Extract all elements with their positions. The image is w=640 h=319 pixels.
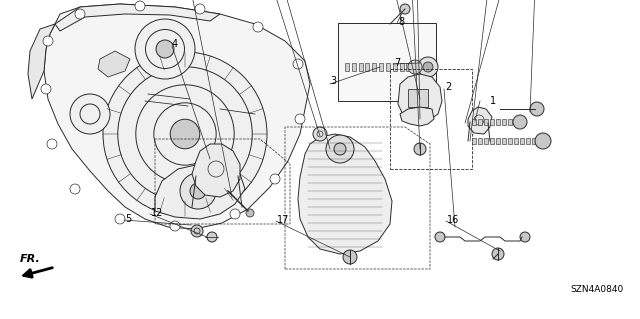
Bar xyxy=(472,119,476,125)
Circle shape xyxy=(253,22,263,32)
Circle shape xyxy=(170,119,200,149)
Text: 7: 7 xyxy=(394,58,400,68)
Bar xyxy=(514,138,518,144)
Polygon shape xyxy=(28,24,55,99)
Circle shape xyxy=(115,214,125,224)
Circle shape xyxy=(191,225,203,237)
Circle shape xyxy=(75,9,85,19)
Bar xyxy=(372,63,376,71)
Circle shape xyxy=(41,84,51,94)
Bar xyxy=(526,138,530,144)
Bar xyxy=(390,69,472,169)
Bar xyxy=(472,138,476,144)
Text: 4: 4 xyxy=(172,39,178,49)
Bar xyxy=(514,119,518,125)
Bar xyxy=(478,119,482,125)
Bar xyxy=(484,138,488,144)
Circle shape xyxy=(313,127,327,141)
Circle shape xyxy=(230,209,240,219)
Polygon shape xyxy=(298,134,392,254)
Text: SZN4A0840: SZN4A0840 xyxy=(570,285,623,293)
Circle shape xyxy=(535,133,551,149)
Circle shape xyxy=(270,174,280,184)
Circle shape xyxy=(43,36,53,46)
Text: 8: 8 xyxy=(398,17,404,27)
Text: 5: 5 xyxy=(125,214,131,224)
Polygon shape xyxy=(98,51,130,77)
Bar xyxy=(520,138,524,144)
Circle shape xyxy=(246,209,254,217)
Bar xyxy=(399,63,404,71)
Bar xyxy=(352,63,356,71)
Circle shape xyxy=(530,102,544,116)
Circle shape xyxy=(47,139,57,149)
Bar xyxy=(490,119,494,125)
Circle shape xyxy=(180,173,216,209)
Circle shape xyxy=(190,183,206,199)
Bar xyxy=(484,119,488,125)
Bar xyxy=(502,138,506,144)
Bar xyxy=(365,63,369,71)
Bar xyxy=(508,138,512,144)
Circle shape xyxy=(418,57,438,77)
Circle shape xyxy=(135,19,195,79)
Circle shape xyxy=(408,60,422,74)
Circle shape xyxy=(414,143,426,155)
Circle shape xyxy=(435,232,445,242)
Polygon shape xyxy=(55,4,220,31)
Bar xyxy=(386,63,390,71)
Circle shape xyxy=(343,250,357,264)
Text: 16: 16 xyxy=(447,215,460,225)
Circle shape xyxy=(400,4,410,14)
Bar xyxy=(393,63,397,71)
Circle shape xyxy=(103,52,267,216)
Polygon shape xyxy=(192,144,240,197)
Circle shape xyxy=(520,232,530,242)
Bar xyxy=(502,119,506,125)
Circle shape xyxy=(334,143,346,155)
Bar xyxy=(379,63,383,71)
Circle shape xyxy=(70,94,110,134)
Circle shape xyxy=(156,40,174,58)
Bar xyxy=(496,138,500,144)
Circle shape xyxy=(70,184,80,194)
Bar xyxy=(338,23,436,101)
Circle shape xyxy=(170,221,180,231)
Bar xyxy=(408,89,428,107)
Polygon shape xyxy=(468,107,492,134)
Text: 1: 1 xyxy=(490,96,496,106)
Bar xyxy=(532,138,536,144)
Circle shape xyxy=(135,1,145,11)
Circle shape xyxy=(492,248,504,260)
Text: 12: 12 xyxy=(151,208,163,218)
Text: 2: 2 xyxy=(445,82,451,92)
Circle shape xyxy=(207,232,217,242)
Bar xyxy=(478,138,482,144)
Polygon shape xyxy=(398,74,442,123)
Circle shape xyxy=(195,4,205,14)
Circle shape xyxy=(513,115,527,129)
Text: 3: 3 xyxy=(330,76,336,86)
Circle shape xyxy=(326,135,354,163)
Polygon shape xyxy=(155,164,245,219)
Polygon shape xyxy=(400,107,434,126)
Bar xyxy=(406,63,410,71)
Bar xyxy=(413,63,417,71)
Bar xyxy=(345,63,349,71)
Bar xyxy=(358,63,363,71)
Bar xyxy=(508,119,512,125)
Bar xyxy=(490,138,494,144)
Text: FR.: FR. xyxy=(20,254,40,264)
Text: 17: 17 xyxy=(277,215,289,225)
Polygon shape xyxy=(44,4,310,229)
Circle shape xyxy=(423,62,433,72)
Circle shape xyxy=(293,59,303,69)
Bar xyxy=(496,119,500,125)
Circle shape xyxy=(295,114,305,124)
